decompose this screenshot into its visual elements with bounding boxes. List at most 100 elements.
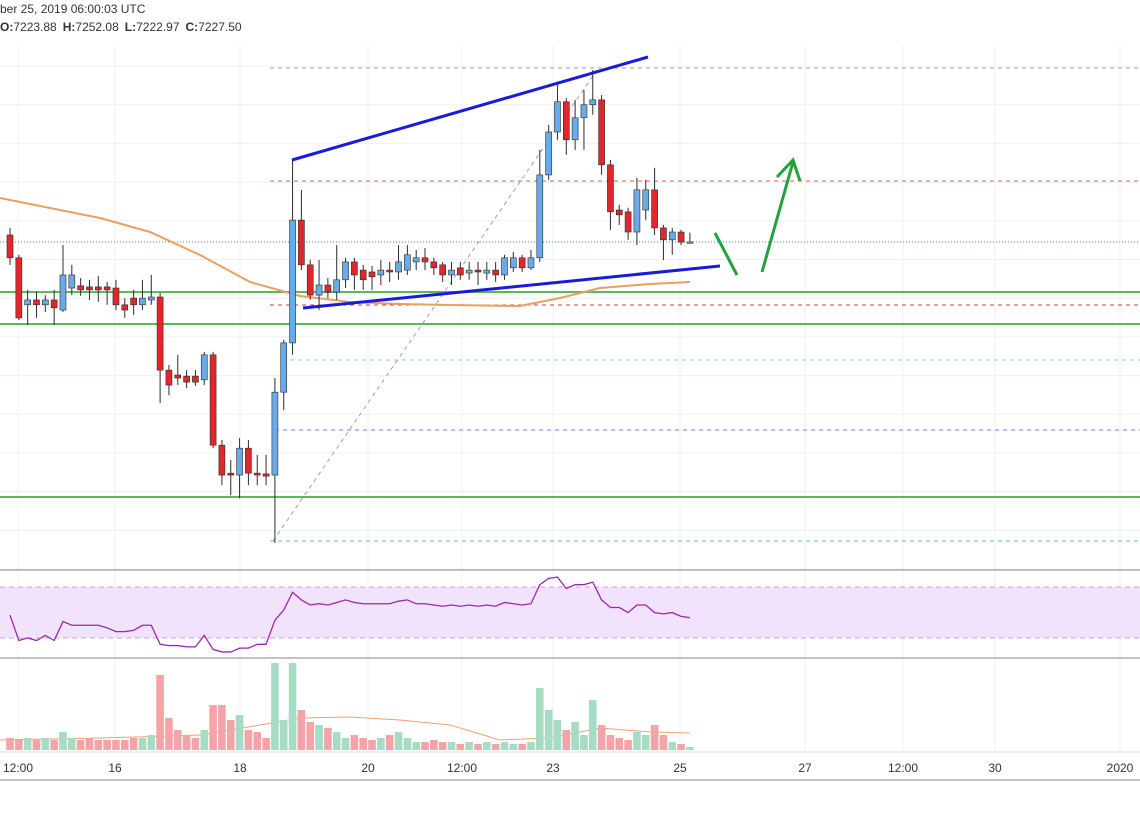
volume-bar xyxy=(262,738,270,750)
volume-bar xyxy=(527,742,535,750)
candle-body xyxy=(289,219,296,344)
x-tick-label: 30 xyxy=(988,761,1002,775)
candle-body xyxy=(24,299,31,306)
volume-bar xyxy=(235,715,244,750)
candle-body xyxy=(103,286,111,291)
candle-body xyxy=(121,304,129,311)
volume-bar xyxy=(191,738,200,750)
arrow xyxy=(760,161,795,273)
volume-bar xyxy=(15,740,23,750)
candle-body xyxy=(686,241,694,244)
candle-body xyxy=(492,269,499,276)
candle-body xyxy=(156,296,164,371)
candle-body xyxy=(527,257,535,269)
volume-bar xyxy=(438,742,447,750)
volume-bar xyxy=(50,740,58,750)
volume-bar xyxy=(271,663,279,750)
candle-body xyxy=(562,101,570,141)
volume-bar xyxy=(341,738,350,750)
candle-body xyxy=(677,231,685,243)
volume-bar xyxy=(165,718,173,750)
volume-bar xyxy=(350,735,359,750)
candle-body xyxy=(245,447,252,474)
volume-bar xyxy=(138,738,147,750)
candle-body xyxy=(359,269,367,281)
volume-bar xyxy=(474,744,482,750)
candle-body xyxy=(377,269,385,276)
candle-body xyxy=(651,189,658,229)
volume-bar xyxy=(483,742,491,750)
volume-bar xyxy=(615,738,624,750)
volume-bar xyxy=(641,735,650,750)
x-tick-label: 16 xyxy=(108,761,122,775)
candle-body xyxy=(545,131,552,176)
volume-bar xyxy=(588,700,597,750)
volume-bar xyxy=(368,740,376,750)
candle-body xyxy=(430,261,438,269)
volume-bar xyxy=(85,738,94,750)
volume-bar xyxy=(76,740,85,750)
candle-body xyxy=(6,234,14,259)
volume-bar xyxy=(359,738,367,750)
candle-body xyxy=(642,189,650,211)
header-date: ber 25, 2019 06:00:03 UTC xyxy=(0,2,146,16)
volume-bar xyxy=(394,732,403,750)
candle-body xyxy=(218,444,226,476)
x-axis: 12:00 16 18 20 12:00 23 25 27 12:00 30 2020 xyxy=(3,761,1134,775)
volume-bar xyxy=(659,735,668,750)
candle-body xyxy=(236,447,243,476)
volume-bar xyxy=(650,725,659,750)
candle-body xyxy=(33,299,40,306)
candle-body xyxy=(50,299,58,309)
rsi-line xyxy=(9,576,691,653)
drawings xyxy=(291,55,802,310)
volume-bar xyxy=(182,735,191,750)
candle-body xyxy=(598,99,605,166)
volume-bar xyxy=(306,722,315,750)
volume-bar xyxy=(562,730,571,750)
candle-body xyxy=(536,174,544,259)
candle-body xyxy=(615,209,623,216)
volume-bar xyxy=(103,740,111,750)
volume-bar xyxy=(218,705,226,750)
volume-bar xyxy=(509,744,518,750)
x-tick-label: 20 xyxy=(361,761,375,775)
candle-body xyxy=(77,285,84,291)
trend-line xyxy=(291,55,649,162)
arrow-head xyxy=(775,157,802,182)
volume-bar xyxy=(571,722,579,750)
candle-body xyxy=(139,297,146,306)
volume-bar xyxy=(41,738,50,750)
candle-body xyxy=(298,219,305,266)
ohlc-value: 7252.08 xyxy=(75,20,119,34)
volume-bar xyxy=(491,744,500,750)
volume-bar xyxy=(94,740,103,750)
volume-bar xyxy=(500,742,509,750)
volume-bar xyxy=(518,744,526,750)
candle-body xyxy=(95,286,102,291)
volume-bar xyxy=(430,740,438,750)
volume-bar xyxy=(120,740,129,750)
candle-body xyxy=(633,189,641,233)
volume-bar xyxy=(156,675,164,750)
candle-body xyxy=(130,297,137,306)
volume-bar xyxy=(633,732,641,750)
volume-bar xyxy=(59,732,67,750)
volume-bar xyxy=(544,710,553,750)
volume-bar xyxy=(253,732,262,750)
volume-bar xyxy=(421,742,429,750)
volume-bar xyxy=(288,663,297,750)
ohlc-field: O: xyxy=(0,20,13,34)
volume-bar xyxy=(597,725,606,750)
candle-body xyxy=(200,354,208,381)
x-tick-label: 12:00 xyxy=(3,761,33,775)
volume-bar xyxy=(412,742,420,750)
candle-body xyxy=(660,227,667,241)
candle-body xyxy=(368,271,376,278)
volume-bar xyxy=(536,688,544,750)
candle-body xyxy=(86,286,93,291)
volume-bar xyxy=(297,710,306,750)
volume-bar xyxy=(606,735,615,750)
ohlc-value: 7223.88 xyxy=(13,20,57,34)
